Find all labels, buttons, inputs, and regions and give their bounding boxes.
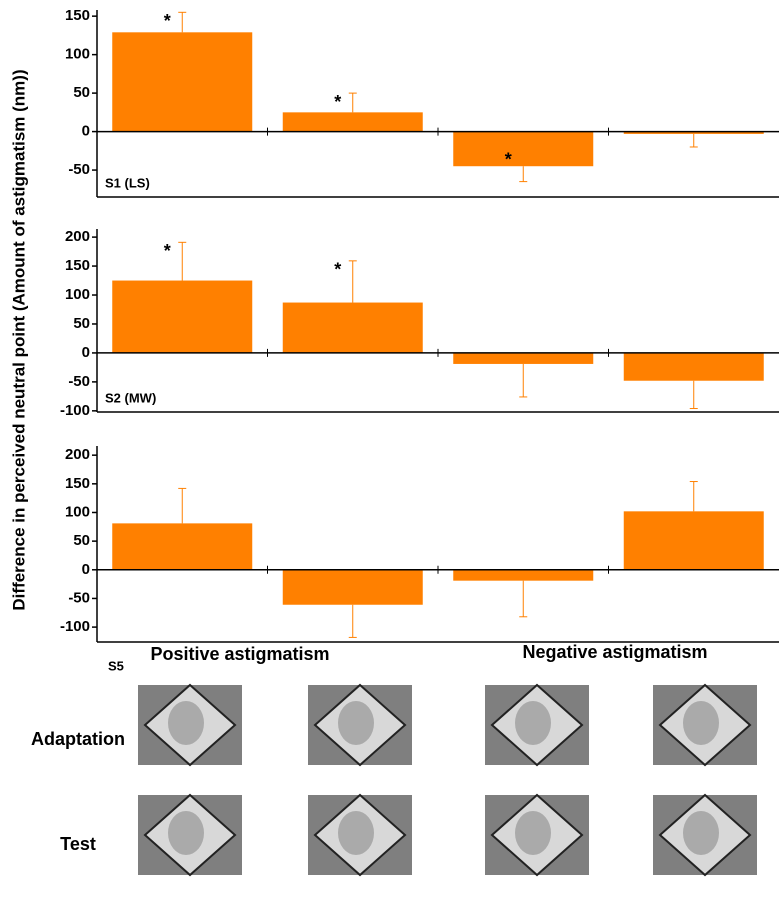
y-tick-label: 150: [65, 257, 90, 274]
bar: [623, 511, 764, 570]
panel-label: S2 (MW): [105, 390, 156, 405]
panel-label: S5: [108, 658, 124, 673]
y-tick-label: 150: [65, 475, 90, 492]
bar: [112, 280, 253, 353]
face-shade: [168, 811, 204, 855]
face-shade: [168, 701, 204, 745]
y-tick-label: 0: [82, 561, 90, 578]
y-tick-label: 100: [65, 46, 90, 63]
y-tick-label: -50: [68, 373, 90, 390]
y-tick-label: 0: [82, 344, 90, 361]
group-label: Negative astigmatism: [522, 642, 707, 662]
y-tick-label: -100: [60, 618, 90, 635]
y-tick-label: 50: [73, 315, 90, 332]
bar: [112, 523, 253, 570]
significance-marker: *: [334, 260, 341, 280]
significance-marker: *: [505, 150, 512, 170]
face-shade: [683, 701, 719, 745]
row-label: Adaptation: [31, 729, 125, 749]
significance-marker: *: [334, 92, 341, 112]
y-tick-label: 100: [65, 503, 90, 520]
bar: [282, 302, 423, 353]
bar: [282, 569, 423, 605]
bar: [453, 569, 594, 581]
y-tick-label: 200: [65, 446, 90, 463]
bar: [623, 131, 764, 134]
y-tick-label: -100: [60, 402, 90, 419]
y-axis-label: Difference in perceived neutral point (A…: [9, 69, 28, 610]
panel-label: S1 (LS): [105, 175, 150, 190]
y-tick-label: 100: [65, 286, 90, 303]
y-tick-label: -50: [68, 589, 90, 606]
y-tick-label: 50: [73, 84, 90, 101]
y-tick-label: 150: [65, 7, 90, 24]
y-tick-label: 0: [82, 123, 90, 140]
bar: [282, 112, 423, 132]
y-tick-label: 50: [73, 532, 90, 549]
row-label: Test: [60, 834, 96, 854]
y-tick-label: -50: [68, 161, 90, 178]
bar: [623, 352, 764, 381]
y-tick-label: 200: [65, 228, 90, 245]
bar: [453, 131, 594, 167]
face-shade: [515, 701, 551, 745]
face-shade: [515, 811, 551, 855]
significance-marker: *: [164, 11, 171, 31]
bar: [453, 352, 594, 364]
significance-marker: *: [164, 241, 171, 261]
face-shade: [338, 701, 374, 745]
bar: [112, 32, 253, 132]
face-shade: [683, 811, 719, 855]
face-shade: [338, 811, 374, 855]
group-label: Positive astigmatism: [150, 644, 329, 664]
